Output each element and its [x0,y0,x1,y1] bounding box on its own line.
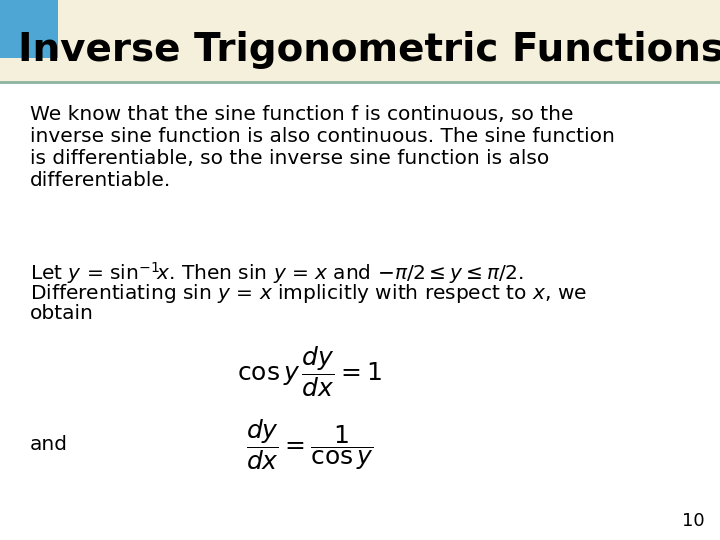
Text: 10: 10 [683,512,705,530]
Text: $\dfrac{dy}{dx} = \dfrac{1}{\cos y}$: $\dfrac{dy}{dx} = \dfrac{1}{\cos y}$ [246,417,374,472]
Text: is differentiable, so the inverse sine function is also: is differentiable, so the inverse sine f… [30,149,549,168]
Text: and: and [30,435,68,455]
Text: differentiable.: differentiable. [30,171,171,190]
Text: inverse sine function is also continuous. The sine function: inverse sine function is also continuous… [30,127,615,146]
Text: Differentiating sin $y$ = $x$ implicitly with respect to $x$, we: Differentiating sin $y$ = $x$ implicitly… [30,282,587,305]
Text: We know that the sine function f is continuous, so the: We know that the sine function f is cont… [30,105,574,124]
Text: obtain: obtain [30,304,94,323]
FancyBboxPatch shape [0,0,720,82]
Text: Let $y$ = sin$^{-1}\!$$x$. Then sin $y$ = $x$ and $-\pi/2 \leq y \leq \pi/2$.: Let $y$ = sin$^{-1}\!$$x$. Then sin $y$ … [30,260,523,286]
Text: Inverse Trigonometric Functions: Inverse Trigonometric Functions [18,31,720,69]
FancyBboxPatch shape [0,0,58,58]
Text: $\cos y \, \dfrac{dy}{dx} = 1$: $\cos y \, \dfrac{dy}{dx} = 1$ [238,345,382,400]
